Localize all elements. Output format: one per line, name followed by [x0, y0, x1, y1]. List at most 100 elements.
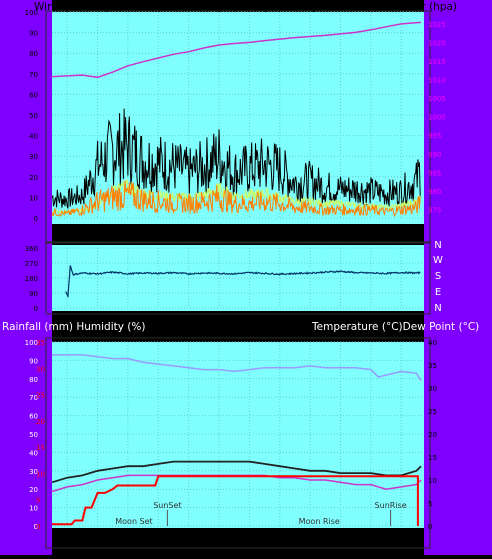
rain-tick-label: 5: [36, 497, 40, 505]
y-tick-label: 180: [25, 275, 38, 283]
wind-avg-line: [51, 180, 421, 218]
y-tick-label: 30: [29, 153, 38, 161]
y-tick-label: 60: [29, 413, 38, 421]
y-tick-label: 10: [29, 194, 38, 202]
x-tick-label: 11: [61, 539, 72, 549]
panel-wind-ticks: 11 13 15 17 19 21 23 01 03 05 07 090102030405060708…: [25, 9, 446, 241]
panel-temperature-ticks: 11 13 15 17 19 21 23 01 03 05 07 090102030405060708…: [25, 339, 437, 549]
x-tick-label: 01: [274, 539, 285, 549]
y-tick-label: 360: [25, 245, 38, 253]
compass-letter: W: [433, 255, 443, 266]
x-tick-label: 21: [213, 231, 224, 241]
y2-tick-label: 975: [428, 206, 441, 214]
compass-letter: S: [435, 271, 441, 282]
x-tick-label: 21: [213, 539, 224, 549]
annotation-label: SunSet: [153, 501, 181, 510]
y2-tick-label: 0: [428, 523, 432, 531]
right-gutter: [424, 0, 492, 555]
y-tick-label: 100: [25, 339, 38, 347]
panel-wind-frame: [45, 10, 431, 243]
annotation-label: Moon Set: [115, 517, 152, 526]
x-tick-label: 07: [365, 231, 376, 241]
barometer-axis-title: Barometer (hpa): [370, 1, 457, 13]
y-tick-label: 50: [29, 431, 38, 439]
y-tick-label: 0: [34, 305, 38, 313]
left-gutter: [0, 0, 52, 555]
y2-tick-label: 25: [428, 408, 437, 416]
y2-tick-label: 995: [428, 132, 441, 140]
y2-tick-label: 1005: [428, 95, 446, 103]
x-tick-label: 17: [153, 539, 164, 549]
compass-letter: E: [435, 287, 441, 298]
temperature-axis-title: Temperature (°C)Dew Point (°C): [311, 321, 479, 333]
y-tick-label: 0: [34, 523, 38, 531]
humidity-line: [52, 354, 422, 381]
chart-title: 24 hour graph day : 11 May 2018: [172, 1, 348, 13]
x-tick-label: 05: [335, 539, 346, 549]
y-tick-label: 270: [25, 260, 38, 268]
annotation-label: SunRise: [375, 501, 407, 510]
y-tick-label: 0: [34, 215, 38, 223]
barometer-line: [51, 21, 422, 79]
rainfall-line: [52, 475, 419, 526]
x-tick-label: 11: [61, 231, 72, 241]
rain-tick-label: 25: [36, 392, 45, 400]
x-tick-label: 13: [92, 539, 103, 549]
y-tick-label: 90: [29, 357, 38, 365]
compass-letter: N: [434, 240, 441, 251]
panel-temperature: 11 13 15 17 19 21 23 01 03 05 07 090102030405060708…: [25, 337, 437, 549]
y2-tick-label: 40: [428, 339, 437, 347]
y-tick-label: 90: [29, 30, 38, 38]
y2-tick-label: 35: [428, 362, 437, 370]
rain-tick-label: 35: [36, 339, 45, 347]
panel-direction-grid: [52, 247, 424, 309]
y-tick-label: 100: [25, 9, 38, 17]
y2-tick-label: 1015: [428, 58, 446, 66]
y2-tick-label: 30: [428, 385, 437, 393]
x-tick-label: 09: [395, 231, 407, 241]
x-tick-label: 19: [183, 231, 195, 241]
y-tick-label: 80: [29, 50, 38, 58]
y-tick-label: 90: [29, 290, 38, 298]
panel-temperature-series: [51, 354, 422, 526]
y2-tick-label: 1020: [428, 39, 446, 47]
y-tick-label: 20: [29, 486, 38, 494]
panel-temperature-frame: [45, 337, 431, 549]
y-tick-label: 20: [29, 174, 38, 182]
y2-tick-label: 5: [428, 500, 432, 508]
y-tick-label: 30: [29, 468, 38, 476]
rain-tick-label: 10: [36, 470, 45, 478]
x-tick-label: 23: [244, 231, 255, 241]
x-tick-label: 15: [122, 231, 133, 241]
panel-temperature-grid: [52, 341, 424, 527]
y-tick-label: 50: [29, 112, 38, 120]
y-tick-label: 40: [29, 449, 38, 457]
panel-direction-frame: [45, 242, 431, 315]
temperature-line: [51, 460, 422, 484]
y-tick-label: 70: [29, 394, 38, 402]
rain-humidity-axis-title: Rainfall (mm) Humidity (%): [2, 321, 145, 333]
x-tick-label: 01: [274, 231, 285, 241]
x-tick-label: 03: [304, 231, 315, 241]
panel-wind: 11 13 15 17 19 21 23 01 03 05 07 090102030405060708…: [25, 9, 446, 243]
y2-tick-label: 20: [428, 431, 437, 439]
rain-tick-label: 30: [36, 365, 45, 373]
y2-tick-label: 15: [428, 454, 437, 462]
panel-wind-series: [51, 21, 422, 218]
panel-direction-series: [65, 265, 421, 299]
rain-tick-label: 0: [36, 523, 40, 531]
x-tick-label: 03: [304, 539, 315, 549]
y-tick-label: 10: [29, 505, 38, 513]
y-tick-label: 60: [29, 91, 38, 99]
y2-tick-label: 985: [428, 169, 441, 177]
x-tick-label: 05: [335, 231, 346, 241]
wind-direction-line: [65, 265, 421, 299]
wind-axis-title: Windspeed (kph): [34, 1, 123, 13]
x-tick-label: 09: [395, 539, 407, 549]
y2-tick-label: 990: [428, 151, 441, 159]
x-tick-label: 15: [122, 539, 133, 549]
x-tick-label: 19: [183, 539, 195, 549]
annotation-label: Moon Rise: [299, 517, 340, 526]
